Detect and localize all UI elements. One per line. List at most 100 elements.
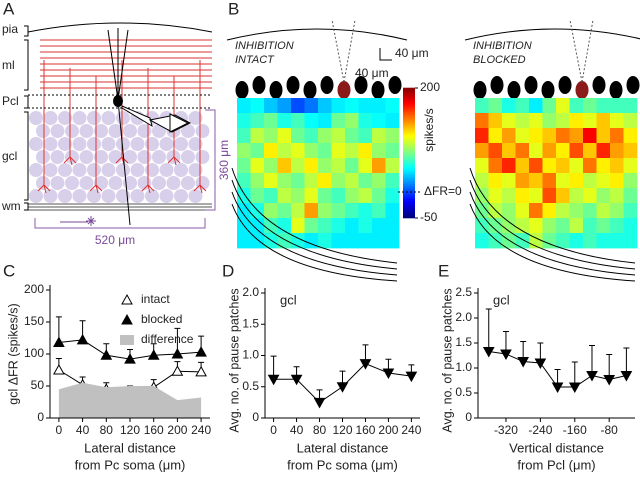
x-axis-label: from Pc soma (μm) — [75, 457, 186, 472]
heatmap-cell — [264, 188, 278, 204]
heatmap-cell — [556, 98, 570, 114]
granule-cell — [29, 189, 43, 203]
data-point — [53, 363, 65, 375]
heatmap-cell — [542, 143, 557, 159]
heatmap-cell — [475, 173, 489, 189]
heatmap-cell — [291, 128, 305, 144]
heatmap-cell — [358, 113, 373, 129]
heatmap-cell — [358, 173, 373, 189]
heatmap-cell — [583, 188, 597, 204]
heatmap-cell — [596, 113, 611, 129]
heatmap-cell — [264, 143, 278, 159]
colorbar-step — [403, 213, 415, 217]
heatmap-cell — [556, 158, 570, 174]
heatmap-cell — [318, 128, 332, 144]
colorbar-step — [403, 133, 415, 136]
legend-label: blocked — [141, 312, 182, 326]
granule-cell — [43, 137, 58, 151]
granule-cell — [101, 111, 116, 125]
heatmap-cell — [583, 203, 597, 219]
legend-swatch — [120, 335, 134, 345]
data-point — [195, 346, 207, 357]
granule-dendrite — [89, 184, 103, 194]
heatmap-cell — [264, 128, 278, 144]
heatmap-cell — [488, 98, 503, 114]
granule-cell — [123, 124, 137, 138]
colorbar-step — [403, 209, 415, 212]
y-tick-label: 2.5 — [455, 285, 472, 299]
heatmap-cell — [515, 218, 530, 234]
granule-cell — [79, 176, 94, 190]
heatmap-cell — [475, 128, 489, 144]
heatmap-cell — [542, 173, 557, 189]
heatmap-cell — [596, 98, 611, 114]
heatmap-cell — [358, 218, 373, 234]
annotation: gcl — [280, 292, 297, 307]
heatmap-cell — [277, 218, 292, 234]
granule-cell — [36, 150, 50, 164]
heatmap-cell — [475, 98, 489, 114]
colorbar-step — [403, 87, 415, 91]
heatmap-cell — [569, 218, 584, 234]
x-axis-label: Lateral distance — [297, 440, 389, 455]
colorbar-step — [403, 157, 415, 160]
granule-cell — [65, 150, 79, 164]
layer-label: wm — [1, 199, 21, 213]
heatmap-cell — [250, 128, 265, 144]
map-title: INTACT — [235, 54, 275, 66]
heatmap-cell — [488, 113, 503, 129]
heatmap-cell — [610, 158, 624, 174]
layer-label: Pcl — [2, 94, 19, 108]
colorbar-step — [403, 118, 415, 121]
colorbar-step — [403, 180, 415, 184]
recorded-pc — [575, 81, 589, 99]
x-tick-label: 160 — [355, 423, 375, 437]
colorbar-step — [403, 211, 415, 214]
heatmap-cell — [529, 188, 543, 204]
colorbar-step — [403, 135, 415, 139]
panel-letter: A — [3, 0, 15, 18]
heatmap-cell — [291, 158, 305, 174]
colorbar-step — [403, 131, 415, 134]
heatmap-cell — [610, 98, 624, 114]
data-point — [147, 349, 160, 360]
granule-cell — [181, 176, 195, 190]
heatmap-cell — [264, 98, 278, 114]
heatmap-cell — [291, 98, 305, 114]
granule-cell — [159, 189, 174, 203]
granule-cell — [72, 189, 87, 203]
data-point — [336, 382, 349, 393]
colorbar-step — [403, 102, 415, 106]
heatmap-cell — [569, 143, 584, 159]
y-tick-label: 0.5 — [242, 379, 259, 393]
x-tick-label: 240 — [191, 423, 211, 437]
heatmap-cell — [556, 203, 570, 219]
heatmap-cell — [488, 218, 503, 234]
heatmap-cell — [318, 173, 332, 189]
cerebellar-surface — [464, 28, 640, 41]
heatmap-cell — [237, 233, 251, 249]
heatmap-cell — [250, 98, 265, 114]
heatmap-cell — [304, 218, 319, 234]
purkinje-soma — [558, 76, 572, 94]
scale-bar — [379, 48, 392, 61]
purkinje-soma — [303, 81, 317, 99]
granule-cell — [29, 111, 43, 125]
panel-letter: C — [3, 261, 15, 280]
heatmap-cell — [542, 203, 557, 219]
map-title: BLOCKED — [473, 54, 526, 66]
colorbar-step — [403, 167, 415, 171]
heatmap-cell — [502, 128, 516, 144]
heatmap-cell — [529, 203, 543, 219]
granule-cell — [116, 163, 130, 177]
heatmap-cell — [488, 128, 503, 144]
heatmap-cell — [583, 158, 597, 174]
granule-cell — [58, 163, 72, 177]
layer-brackets — [24, 25, 29, 211]
panel-letter: B — [228, 0, 239, 18]
heatmap-cell — [277, 158, 292, 174]
colorbar-step — [403, 141, 415, 145]
layer-label: ml — [2, 58, 15, 72]
granule-cell — [101, 137, 116, 151]
heatmap-cell — [583, 173, 597, 189]
